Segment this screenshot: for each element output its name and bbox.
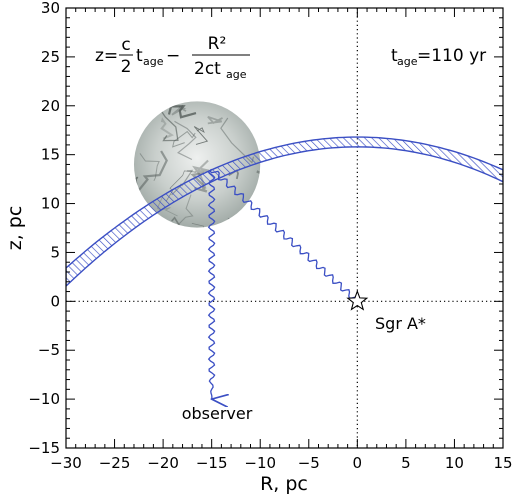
y-tick-label: 5 [50,243,60,261]
eq-frac1-num: c [121,35,130,55]
cloud-filament [190,171,208,193]
observer-label: observer [182,404,253,423]
plot-frame [65,7,504,449]
y-tick-label: −15 [28,439,60,457]
tage-sub: age [397,55,418,68]
x-tick-label: 15 [493,454,512,472]
y-tick-label: 20 [41,97,60,115]
y-axis-label: z, pc [4,206,26,251]
y-tick-label: 30 [41,0,60,17]
x-axis-label: R, pc [260,473,308,495]
parabola-band [66,136,503,288]
x-tick-label: −10 [244,454,276,472]
sgr-a-star-icon [346,289,369,311]
x-tick-label: −15 [196,454,228,472]
x-tick-label: −25 [99,454,131,472]
tage-value: =110 yr [417,46,486,66]
x-tick-label: 5 [401,454,411,472]
eq-frac2-num: R² [208,34,227,54]
parabola-hatched-band [66,136,503,288]
x-tick-label: 10 [445,454,464,472]
x-tick-label: −20 [147,454,179,472]
eq-t1-sub: age [143,55,164,68]
y-tick-label: 15 [41,146,60,164]
cloud-filament [256,170,261,200]
eq-frac2-den-sub: age [226,68,247,81]
cloud-image [133,101,261,228]
cloud-filament [134,150,168,196]
tage-annotation: t age =110 yr [391,46,486,68]
cloud-filament [172,130,196,148]
parabola-group [66,136,503,288]
cloud-filament [160,117,174,140]
cloud-filament [133,176,139,214]
markers [346,289,369,311]
y-tick-labels: −15 −10 −5 0 5 10 15 20 25 30 [28,0,60,457]
cloud-filament [227,220,252,228]
eq-frac2-den: 2ct [194,59,221,79]
cloud-filament [191,223,218,228]
ray-source-to-cloud [209,170,359,302]
x-tick-label: −30 [50,454,82,472]
reference-lines [66,8,503,448]
y-tick-label: 10 [41,195,60,213]
light-rays [207,168,359,399]
eq-frac1-den: 2 [121,57,132,77]
cloud-filament [174,120,197,161]
cloud-filament [171,104,187,116]
cloud-filament [142,101,156,113]
equation-annotation: z= c 2 t age − R² 2ct age [95,34,250,81]
cloud-filament [167,105,197,119]
source-label: Sgr A* [375,314,426,333]
cloud-filament [139,153,160,182]
axis-ticks [65,7,504,449]
eq-lhs: z= [95,46,118,66]
tage-t: t [391,46,398,66]
cloud-filament [193,126,209,145]
cloud-filament [207,115,223,125]
eq-minus: − [166,46,180,66]
cloud-filament [154,101,179,142]
y-tick-label: −5 [38,341,60,359]
y-tick-label: 0 [50,292,60,310]
ray-cloud-to-observer [207,168,215,399]
eq-t1: t [136,46,143,66]
y-tick-label: 25 [41,48,60,66]
x-tick-label: −5 [298,454,320,472]
cloud-filament [160,194,194,228]
x-tick-labels: −30 −25 −20 −15 −10 −5 0 5 10 15 [50,454,512,472]
x-tick-label: 0 [353,454,363,472]
y-tick-label: −10 [28,390,60,408]
